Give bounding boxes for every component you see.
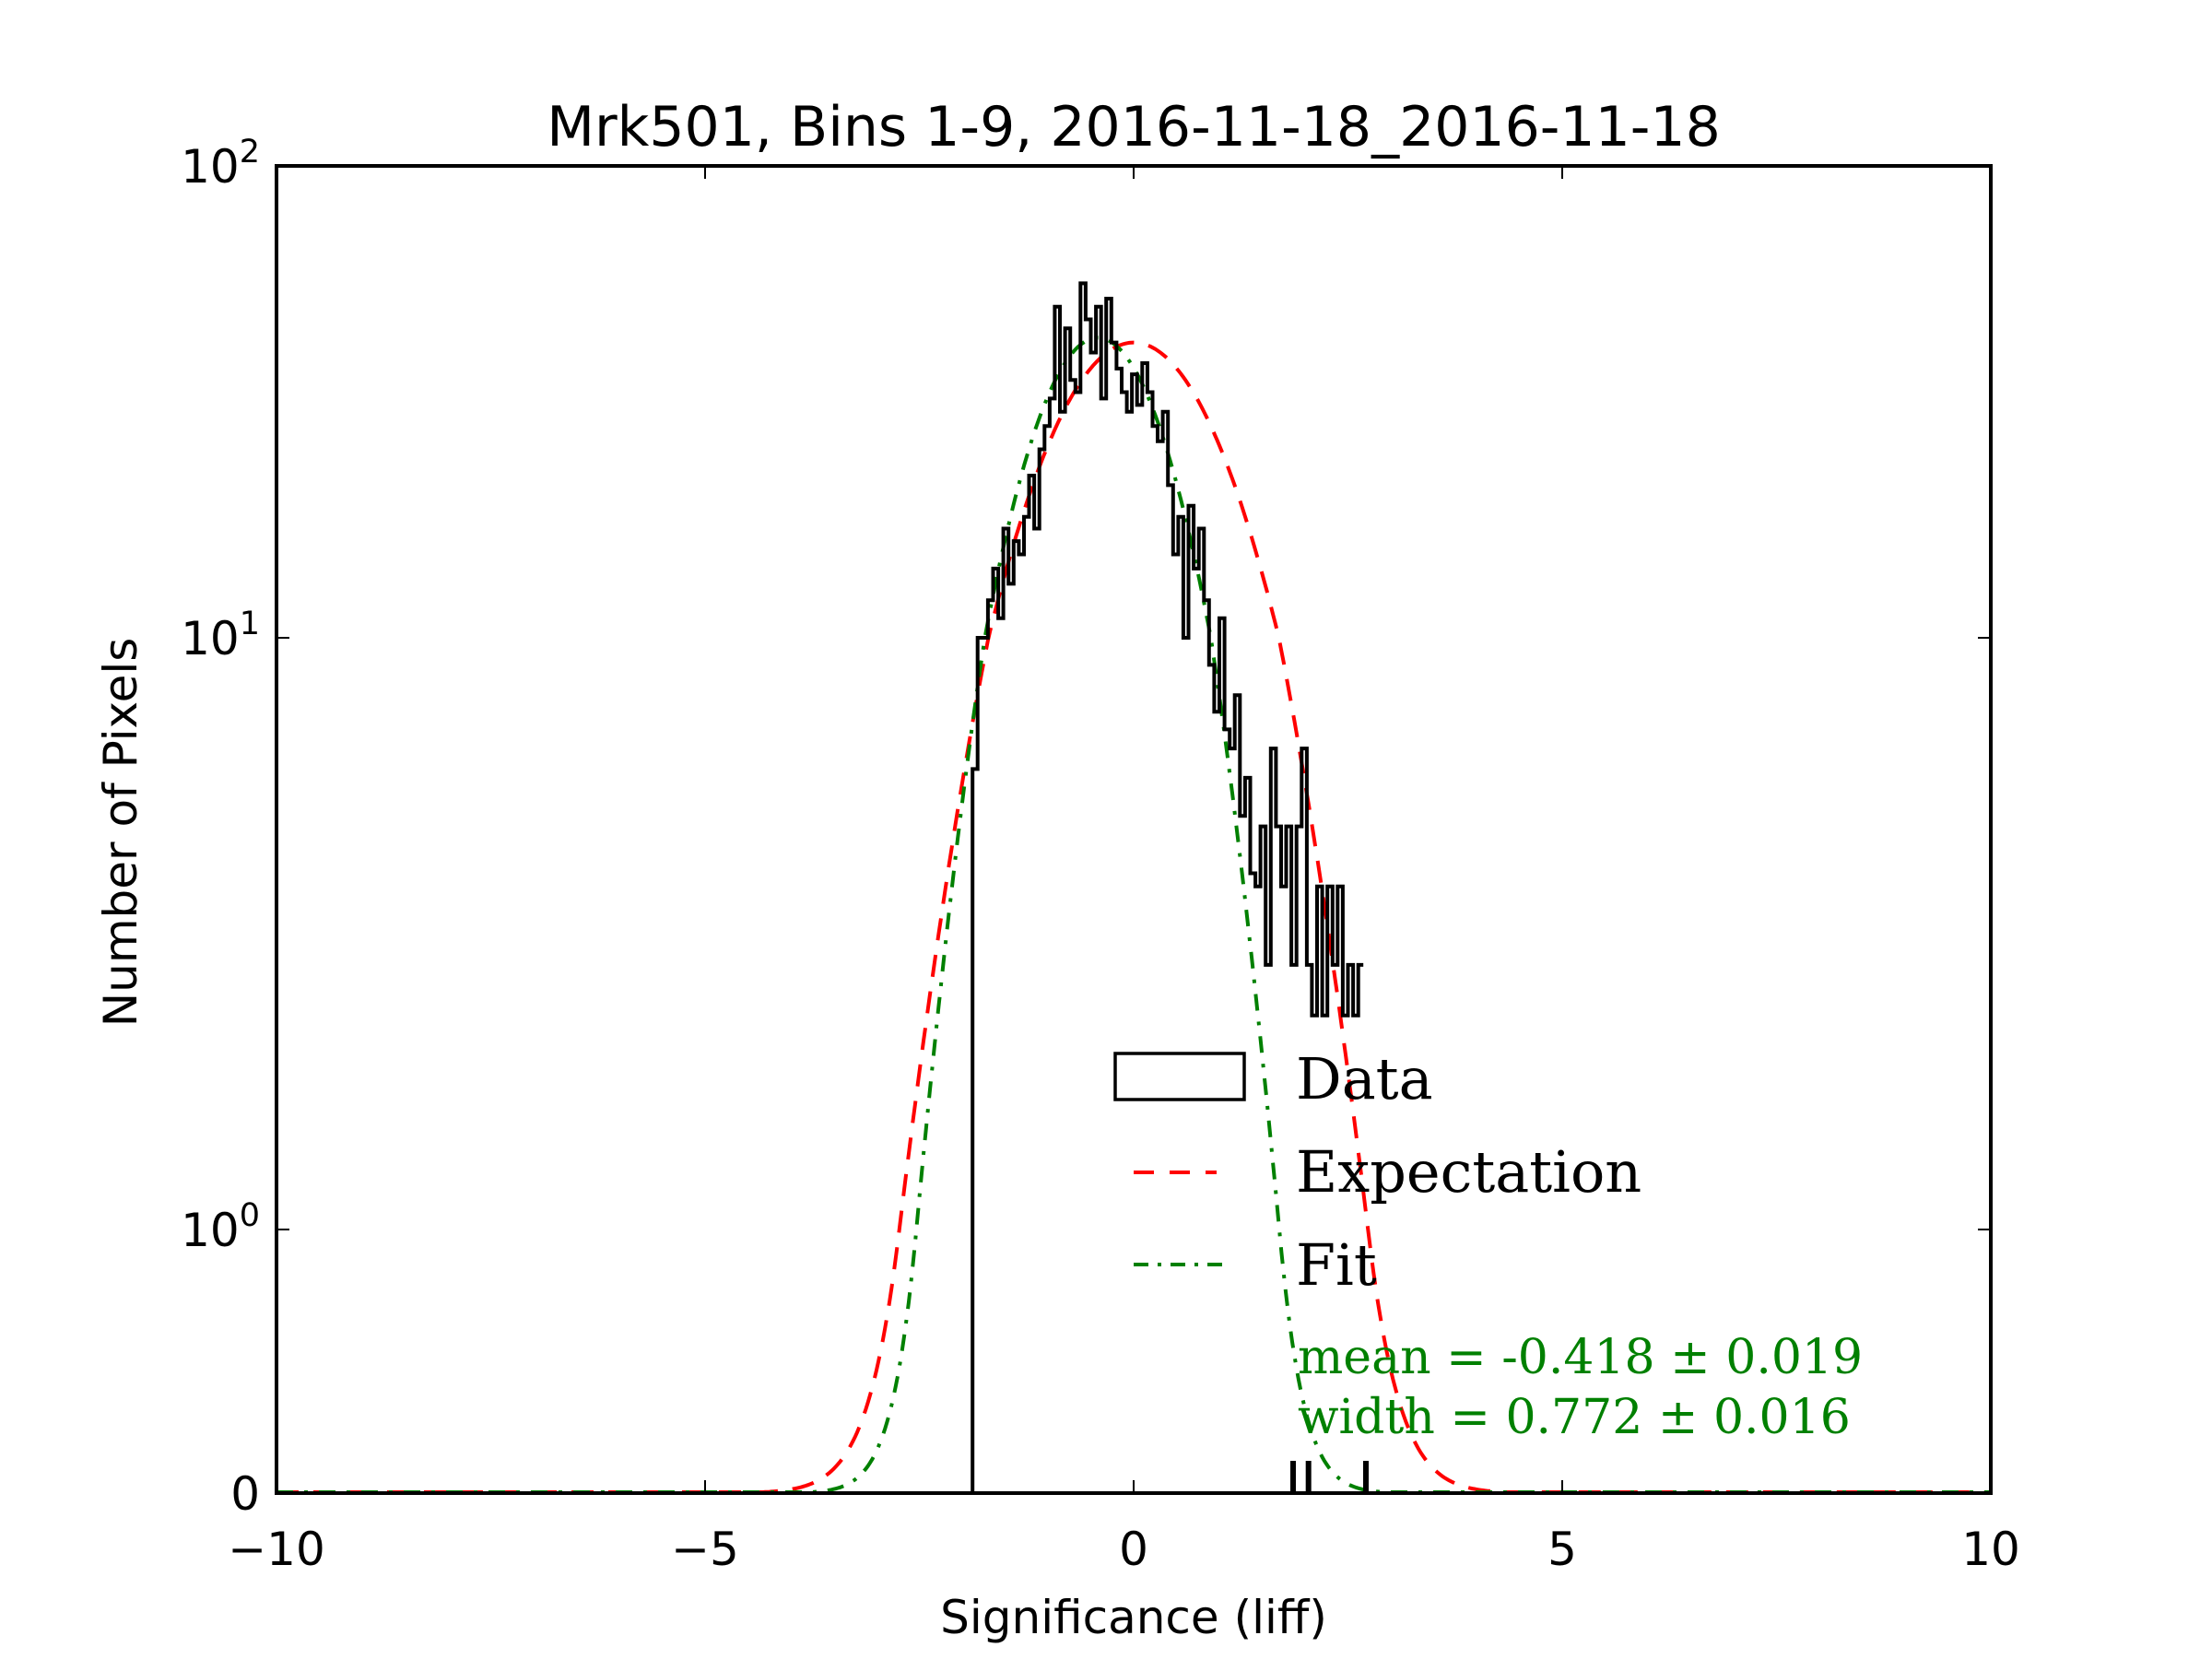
x-tick-label: −10 [228,1523,325,1576]
legend-data-label: Data [1296,1045,1433,1112]
y-tick-label: 0 [230,1467,260,1521]
y-tick-base: 0 [230,1467,260,1521]
x-axis-label: Significance (liff) [940,1591,1327,1644]
fit-width-annotation: width = 0.772 ± 0.016 [1298,1390,1851,1445]
legend: Data Expectation Fit mean = -0.418 ± 0.0… [1113,1045,1863,1445]
y-tick-exponent: 2 [240,134,260,171]
legend-expectation-label: Expectation [1296,1138,1641,1206]
y-axis-label: Number of Pixels [94,638,147,1028]
y-tick-base: 10 [181,140,240,194]
y-tick-base: 10 [181,1204,240,1257]
legend-data-symbol [1113,1052,1246,1101]
x-tick-label: 0 [1119,1523,1148,1576]
y-tick-exponent: 0 [240,1197,260,1234]
y-tick-label: 100 [181,1197,260,1257]
y-tick-base: 10 [181,612,240,665]
x-tick-label: −5 [671,1523,739,1576]
histogram-layer [971,281,1369,1493]
legend-fit-label: Fit [1296,1231,1377,1299]
x-tick-label: 10 [1961,1523,2020,1576]
y-tick-label: 102 [181,134,260,194]
fit-mean-annotation: mean = -0.418 ± 0.019 [1298,1330,1863,1385]
y-tick-label: 101 [181,606,260,665]
x-tick-label: 5 [1547,1523,1577,1576]
x-axis-ticks: −10 −5 0 5 10 [228,166,2020,1576]
y-tick-exponent: 1 [240,606,260,642]
chart-title: Mrk501, Bins 1-9, 2016-11-18_2016-11-18 [547,95,1721,159]
histogram-data-outline [971,281,1364,1493]
